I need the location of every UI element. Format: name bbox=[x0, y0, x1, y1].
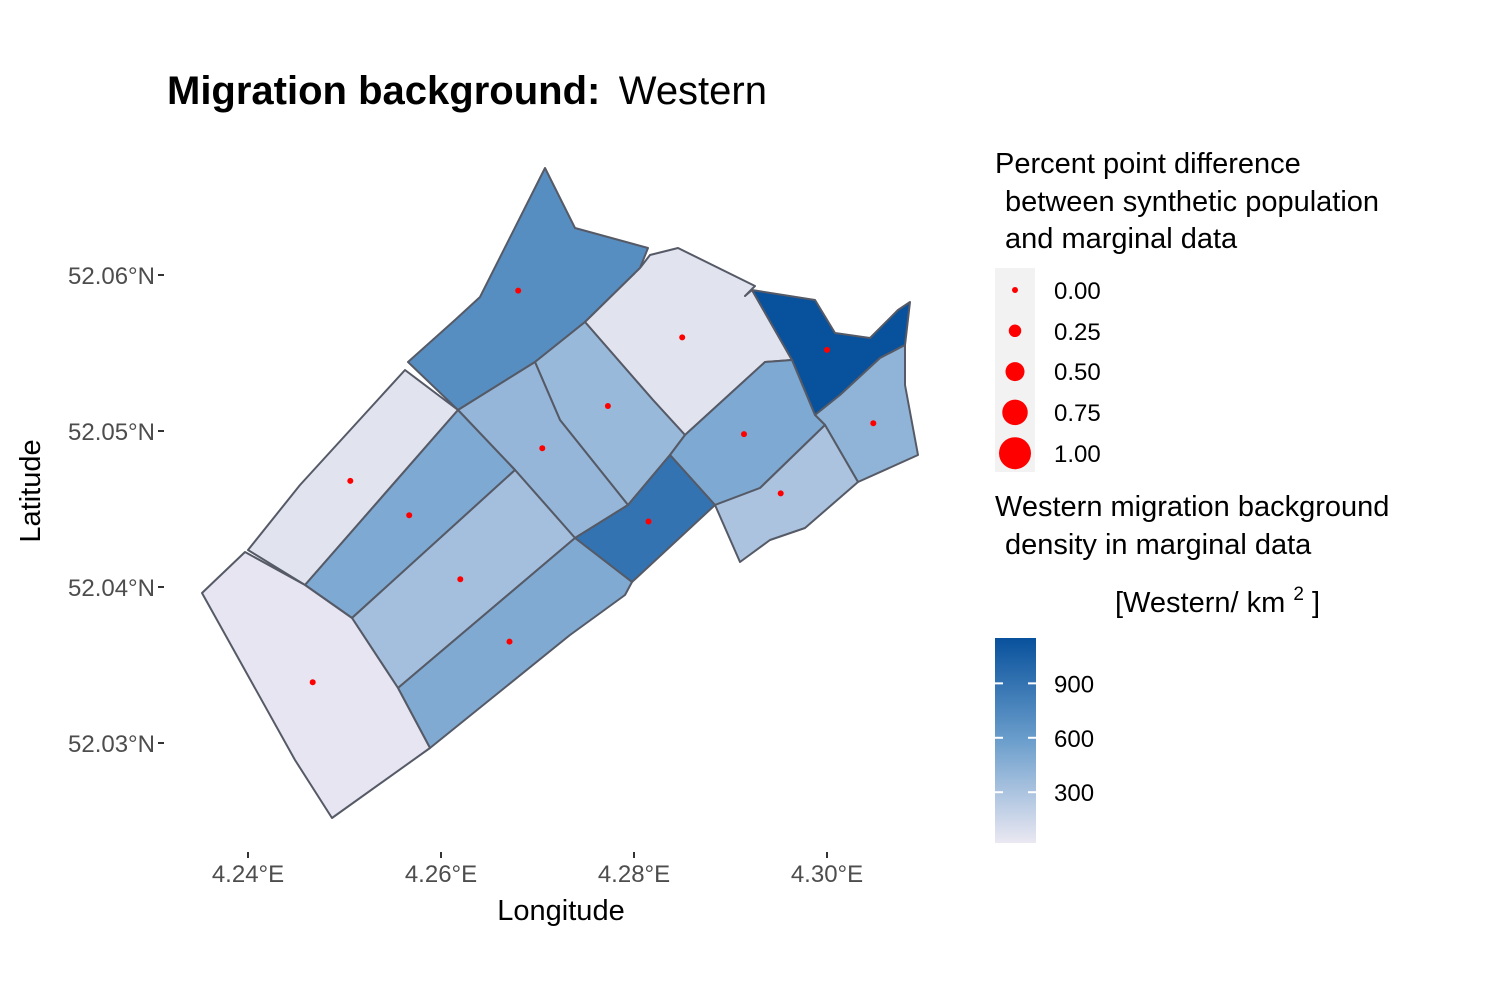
color-legend-label: 900 bbox=[1054, 671, 1094, 698]
region-point-r12 bbox=[457, 576, 464, 583]
region-point-r5 bbox=[539, 445, 546, 452]
x-tick-label: 4.28°E bbox=[598, 861, 670, 888]
color-legend-unit-prefix: [Western/ km bbox=[1115, 587, 1285, 619]
region-point-r2 bbox=[679, 334, 686, 341]
x-tick-label: 4.30°E bbox=[791, 861, 863, 888]
size-legend-title-line: and marginal data bbox=[1005, 223, 1238, 255]
region-point-r6 bbox=[870, 420, 877, 427]
region-point-r4 bbox=[604, 403, 611, 409]
region-point-r11 bbox=[777, 490, 784, 497]
size-legend-title-line: Percent point difference bbox=[995, 148, 1301, 180]
map-title-bold: Migration background: bbox=[167, 69, 600, 113]
color-legend-label: 600 bbox=[1054, 726, 1094, 753]
color-legend-label: 300 bbox=[1054, 780, 1094, 807]
x-tick-label: 4.24°E bbox=[212, 861, 284, 888]
size-legend-key bbox=[1008, 324, 1022, 338]
size-legend-label: 0.00 bbox=[1054, 278, 1101, 305]
region-point-r9 bbox=[406, 512, 413, 519]
region-point-r14 bbox=[309, 679, 316, 686]
region-point-r3 bbox=[824, 346, 830, 353]
region-point-r13 bbox=[506, 638, 513, 645]
size-legend-key bbox=[1005, 362, 1025, 382]
size-legend-key bbox=[1002, 399, 1028, 426]
region-r11 bbox=[714, 424, 859, 563]
size-legend-key bbox=[1012, 287, 1018, 293]
y-tick-label: 52.05°N bbox=[68, 419, 155, 446]
region-point-r7 bbox=[741, 431, 747, 438]
color-legend: Western migration background density in … bbox=[995, 491, 1389, 843]
region-points bbox=[309, 287, 877, 686]
color-legend-unit: [Western/ km 2 ] bbox=[1115, 575, 1320, 619]
y-tick-label: 52.06°N bbox=[68, 263, 155, 290]
y-axis-title: Latitude bbox=[15, 439, 47, 542]
y-tick-label: 52.03°N bbox=[68, 731, 155, 758]
region-point-r1 bbox=[515, 287, 522, 294]
x-axis bbox=[247, 852, 828, 858]
map-regions bbox=[201, 167, 919, 819]
color-legend-bar bbox=[995, 638, 1036, 843]
region-r14 bbox=[201, 551, 431, 819]
x-axis-title: Longitude bbox=[497, 895, 624, 927]
color-legend-title-line: Western migration background bbox=[995, 491, 1389, 523]
size-legend-label: 0.75 bbox=[1054, 400, 1101, 427]
region-point-r10 bbox=[645, 518, 652, 525]
y-axis bbox=[158, 274, 164, 744]
x-tick-label: 4.26°E bbox=[405, 861, 477, 888]
color-legend-title-line: density in marginal data bbox=[1005, 529, 1312, 561]
size-legend-key bbox=[999, 437, 1031, 470]
size-legend-title-line: between synthetic population bbox=[1005, 186, 1379, 218]
region-point-r8 bbox=[347, 477, 354, 484]
y-tick-label: 52.04°N bbox=[68, 575, 155, 602]
size-legend: Percent point difference between synthet… bbox=[995, 148, 1379, 472]
color-legend-unit-suffix: ] bbox=[1312, 587, 1320, 619]
size-legend-label: 0.25 bbox=[1054, 319, 1101, 346]
color-legend-unit-exponent: 2 bbox=[1293, 584, 1304, 605]
size-legend-label: 1.00 bbox=[1054, 441, 1101, 468]
size-legend-label: 0.50 bbox=[1054, 359, 1101, 386]
map-title-regular: Western bbox=[619, 69, 767, 113]
map-title: Migration background: Western bbox=[167, 69, 767, 113]
